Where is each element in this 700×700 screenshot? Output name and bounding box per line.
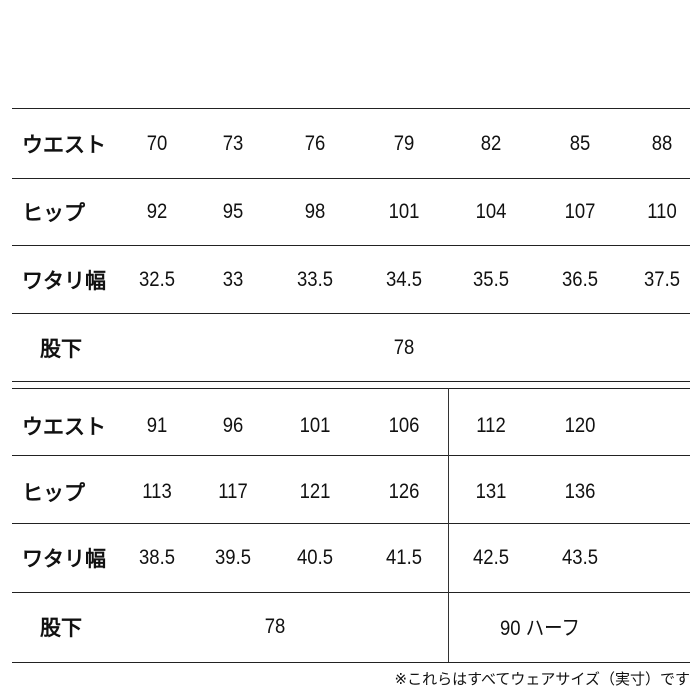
table-cell: 104 — [475, 200, 507, 223]
table-cell: 106 — [388, 414, 420, 437]
divider — [12, 455, 690, 456]
table-cell: 70 — [146, 132, 168, 155]
table-cell: 43.5 — [562, 546, 598, 569]
divider — [12, 523, 690, 524]
divider — [12, 313, 690, 314]
table-cell: 120 — [564, 414, 596, 437]
inseam-value: 78 — [264, 615, 286, 638]
table-cell: 112 — [476, 414, 506, 437]
table-cell: 110 — [647, 200, 677, 223]
inseam-value: 78 — [393, 336, 415, 359]
table-cell: 91 — [146, 414, 168, 437]
size-note: ※これらはすべてウェアサイズ（実寸）です — [394, 671, 690, 688]
table-cell: 40.5 — [297, 546, 333, 569]
table-cell: 33.5 — [297, 268, 333, 291]
table-cell: 95 — [222, 200, 244, 223]
table-cell: 101 — [388, 200, 420, 223]
table-cell: 41.5 — [386, 546, 422, 569]
table-cell: 39.5 — [215, 546, 251, 569]
divider — [12, 381, 690, 382]
row-label: ウエスト — [22, 416, 106, 439]
table-cell: 121 — [299, 480, 331, 503]
row-label: ヒップ — [22, 202, 85, 225]
table-cell: 32.5 — [139, 268, 175, 291]
table-cell: 117 — [218, 480, 248, 503]
table-cell: 113 — [142, 480, 172, 503]
table-cell: 37.5 — [644, 268, 680, 291]
divider — [12, 388, 690, 389]
table-cell: 76 — [304, 132, 326, 155]
table-cell: 88 — [651, 132, 673, 155]
column-divider — [448, 388, 449, 662]
table-cell: 85 — [569, 132, 591, 155]
row-label: ヒップ — [22, 482, 85, 505]
row-label: ワタリ幅 — [22, 548, 106, 571]
divider — [12, 178, 690, 179]
divider — [12, 662, 690, 663]
table-cell: 126 — [388, 480, 420, 503]
table-cell: 92 — [146, 200, 168, 223]
table-cell: 131 — [475, 480, 507, 503]
divider — [12, 245, 690, 246]
divider — [12, 108, 690, 109]
table-cell: 96 — [222, 414, 244, 437]
row-label: 股下 — [40, 338, 82, 361]
row-label: ワタリ幅 — [22, 270, 106, 293]
table-cell: 98 — [304, 200, 326, 223]
table-cell: 42.5 — [473, 546, 509, 569]
table-cell: 136 — [564, 480, 596, 503]
table-cell: 101 — [299, 414, 331, 437]
row-label: 股下 — [40, 617, 82, 640]
table-cell: 34.5 — [386, 268, 422, 291]
table-cell: 79 — [393, 132, 415, 155]
table-cell: 82 — [480, 132, 502, 155]
table-cell: 35.5 — [473, 268, 509, 291]
table-cell: 107 — [564, 200, 596, 223]
row-label: ウエスト — [22, 134, 106, 157]
table-cell: 38.5 — [139, 546, 175, 569]
divider — [12, 592, 690, 593]
table-cell: 36.5 — [562, 268, 598, 291]
table-cell: 73 — [222, 132, 244, 155]
inseam-value-half: 90 ハーフ — [499, 617, 581, 640]
table-cell: 33 — [222, 268, 244, 291]
